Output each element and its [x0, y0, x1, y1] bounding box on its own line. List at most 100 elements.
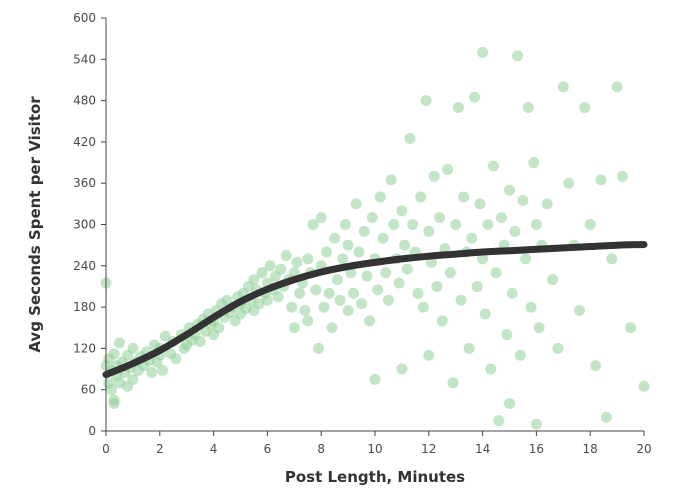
data-point [469, 91, 481, 103]
data-point [495, 212, 507, 224]
x-tick-label: 0 [102, 442, 110, 456]
data-point [504, 397, 515, 409]
y-tick-label: 0 [88, 424, 96, 438]
data-point [299, 305, 311, 317]
data-point [638, 380, 650, 392]
data-point [146, 366, 158, 378]
data-point [331, 274, 343, 286]
data-point [356, 298, 368, 310]
data-point [415, 191, 427, 203]
x-tick-label: 6 [264, 442, 272, 456]
x-tick-label: 18 [583, 442, 598, 456]
data-point [514, 349, 526, 361]
data-point [493, 415, 505, 427]
y-tick-label: 180 [73, 300, 96, 314]
data-point [501, 329, 513, 341]
data-point [616, 170, 628, 182]
data-point [404, 132, 416, 144]
y-tick-label: 420 [73, 135, 96, 149]
data-point [584, 219, 596, 230]
data-point [194, 336, 206, 348]
data-point [337, 253, 349, 265]
data-point [436, 315, 448, 327]
x-tick-label: 8 [317, 442, 325, 456]
x-tick-label: 16 [529, 442, 544, 456]
data-point [315, 212, 327, 224]
data-point [528, 157, 540, 169]
data-point [334, 294, 346, 306]
scatter-points [100, 46, 650, 430]
data-point [490, 267, 502, 279]
data-point [479, 308, 491, 320]
y-tick-label: 240 [73, 259, 96, 273]
data-point [318, 301, 330, 313]
y-tick-label: 120 [73, 341, 96, 355]
data-point [256, 267, 268, 279]
x-tick-label: 4 [210, 442, 218, 456]
data-point [108, 397, 120, 409]
x-tick-label: 14 [475, 442, 490, 456]
data-point [364, 315, 376, 327]
y-tick-label: 300 [73, 218, 96, 232]
y-tick-label: 480 [73, 94, 96, 108]
data-point [361, 270, 373, 282]
data-point [600, 411, 612, 423]
data-point [458, 191, 470, 203]
data-point [412, 287, 424, 299]
data-point [563, 177, 575, 189]
data-point [434, 212, 446, 224]
data-point [288, 322, 300, 334]
data-point [380, 267, 392, 279]
data-point [517, 194, 529, 206]
data-point [248, 274, 260, 286]
data-point [156, 364, 168, 376]
data-point [213, 322, 225, 334]
data-point [127, 373, 139, 385]
data-point [423, 225, 435, 237]
y-tick-label: 540 [73, 52, 96, 66]
data-point [385, 174, 397, 186]
data-point [264, 260, 276, 272]
data-point [377, 232, 389, 244]
data-point [452, 101, 464, 113]
data-point [482, 219, 494, 230]
data-point [374, 191, 386, 203]
data-point [369, 373, 381, 385]
data-point [396, 363, 408, 375]
data-point [477, 253, 489, 265]
data-point [477, 46, 489, 58]
data-point [625, 322, 637, 334]
data-point [474, 198, 486, 210]
data-point [339, 219, 351, 230]
data-point [525, 301, 537, 313]
data-point [347, 287, 359, 299]
data-point [382, 294, 394, 306]
data-point [358, 225, 370, 237]
data-point [388, 219, 400, 230]
y-axis-ticks: 0 60 120 180 240 300 360 420 480 540 600 [73, 11, 106, 438]
data-point [606, 253, 618, 265]
data-point [280, 249, 292, 261]
x-tick-label: 2 [156, 442, 164, 456]
data-point [509, 225, 521, 237]
data-point [302, 253, 314, 265]
data-point [579, 101, 591, 113]
data-point [302, 315, 314, 327]
data-point [547, 274, 559, 286]
data-point [261, 294, 273, 306]
data-point [310, 284, 322, 296]
data-point [557, 81, 569, 93]
data-point [286, 301, 298, 313]
x-tick-label: 10 [367, 442, 382, 456]
data-point [590, 360, 602, 372]
data-point [407, 219, 419, 230]
data-point [275, 263, 287, 275]
data-point [442, 163, 454, 175]
data-point [447, 377, 459, 389]
data-point [485, 363, 497, 375]
x-tick-label: 20 [636, 442, 651, 456]
data-point [417, 301, 429, 313]
data-point [399, 239, 411, 251]
data-point [307, 219, 319, 230]
